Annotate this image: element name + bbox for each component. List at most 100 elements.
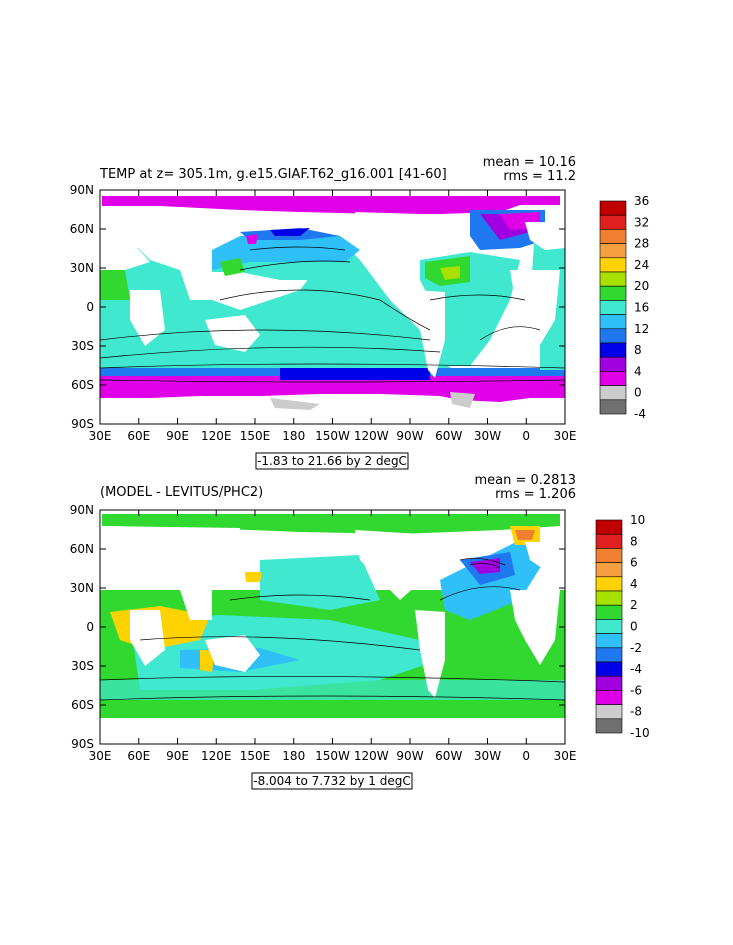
colorbar-label: -4 [630, 662, 642, 676]
colorbar-swatch [599, 229, 627, 244]
bottom-mean: mean = 0.2813 [474, 473, 576, 488]
top-title: TEMP at z= 305.1m, g.e15.GIAF.T62_g16.00… [99, 167, 447, 182]
colorbar-swatch [595, 548, 623, 563]
x-tick-label: 150E [240, 749, 271, 763]
colorbar-swatch [595, 619, 623, 634]
x-tick-label: 150W [315, 749, 350, 763]
x-tick-label: 180 [282, 429, 305, 443]
bottom-contour-box [251, 772, 413, 790]
colorbar-swatch [595, 604, 623, 620]
x-tick-label: 60W [435, 429, 462, 443]
x-tick-label: 60W [435, 749, 462, 763]
colorbar-swatch [595, 661, 623, 677]
colorbar-swatch [599, 342, 627, 358]
x-tick-label: 30E [554, 749, 577, 763]
x-tick-label: 120E [201, 749, 232, 763]
x-tick-label: 30E [554, 429, 577, 443]
colorbar-label: -6 [630, 683, 642, 697]
colorbar-label: -8 [630, 705, 642, 719]
colorbar-label: 36 [634, 194, 649, 208]
y-tick-label: 90N [70, 183, 94, 197]
y-tick-label: 0 [86, 300, 94, 314]
x-tick-label: 30W [474, 429, 501, 443]
colorbar-label: 4 [634, 364, 642, 378]
colorbar-swatch [599, 300, 627, 315]
x-tick-label: 60E [127, 749, 150, 763]
x-tick-label: 30E [89, 749, 112, 763]
colorbar-label: 2 [630, 598, 638, 612]
y-tick-label: 90S [71, 737, 94, 751]
colorbar-swatch [595, 633, 623, 649]
x-tick-label: 0 [522, 749, 530, 763]
y-tick-label: 90S [71, 417, 94, 431]
colorbar-label: 20 [634, 279, 649, 293]
y-tick-label: 60N [70, 542, 94, 556]
colorbar-swatch [595, 647, 623, 663]
colorbar-swatch [599, 271, 627, 287]
colorbar-swatch [599, 328, 627, 344]
y-tick-label: 90N [70, 503, 94, 517]
bottom-map [100, 510, 565, 744]
colorbar-label: 0 [634, 386, 642, 400]
top-contour-info: -1.83 to 21.66 by 2 degC [257, 454, 407, 468]
top-mean: mean = 10.16 [483, 155, 576, 170]
x-tick-label: 30E [89, 429, 112, 443]
colorbar-swatch [599, 356, 627, 372]
top-contour-box [255, 452, 409, 470]
colorbar-swatch [595, 590, 623, 606]
colorbar-swatch [595, 562, 623, 578]
y-tick-label: 0 [86, 620, 94, 634]
x-tick-label: 120E [201, 429, 232, 443]
bottom-contour-info: -8.004 to 7.732 by 1 degC [253, 774, 411, 788]
colorbar-swatch [595, 519, 623, 535]
colorbar-swatch [595, 690, 623, 705]
colorbar-swatch [595, 576, 623, 592]
colorbar-swatch [599, 314, 627, 330]
top-map [100, 190, 565, 424]
x-tick-label: 60E [127, 429, 150, 443]
y-tick-label: 30S [71, 339, 94, 353]
y-tick-label: 60S [71, 698, 94, 712]
colorbar-label: 6 [630, 556, 638, 570]
colorbar-label: 10 [630, 513, 645, 527]
x-tick-label: 90W [396, 749, 423, 763]
colorbar-swatch [599, 371, 627, 386]
colorbar-label: 4 [630, 577, 638, 591]
y-tick-label: 30S [71, 659, 94, 673]
colorbar-label: 8 [630, 534, 638, 548]
colorbar-label: 16 [634, 301, 649, 315]
x-tick-label: 120W [354, 429, 389, 443]
colorbar-swatch [599, 385, 627, 401]
x-tick-label: 90E [166, 749, 189, 763]
x-tick-label: 0 [522, 429, 530, 443]
x-tick-label: 120W [354, 749, 389, 763]
x-tick-label: 180 [282, 749, 305, 763]
colorbar-label: -2 [630, 641, 642, 655]
colorbar-label: 12 [634, 322, 649, 336]
colorbar-label: -4 [634, 407, 646, 421]
colorbar-swatch [595, 675, 623, 691]
y-tick-label: 30N [70, 261, 94, 275]
colorbar-label: 24 [634, 258, 649, 272]
colorbar-label: -10 [630, 726, 650, 740]
colorbar-swatch [599, 214, 627, 230]
colorbar-label: 32 [634, 215, 649, 229]
colorbar-swatch [599, 285, 627, 301]
y-tick-label: 60S [71, 378, 94, 392]
colorbar-swatch [599, 399, 627, 415]
colorbar-swatch [599, 243, 627, 259]
colorbar-swatch [595, 718, 623, 734]
colorbar-swatch [599, 257, 627, 273]
x-tick-label: 150E [240, 429, 271, 443]
x-tick-label: 90E [166, 429, 189, 443]
colorbar-swatch [595, 533, 623, 549]
bottom-title: (MODEL - LEVITUS/PHC2) [100, 485, 263, 500]
y-tick-label: 30N [70, 581, 94, 595]
top-rms: rms = 11.2 [503, 169, 576, 184]
x-tick-label: 30W [474, 749, 501, 763]
colorbar-label: 28 [634, 237, 649, 251]
x-tick-label: 90W [396, 429, 423, 443]
x-tick-label: 150W [315, 429, 350, 443]
colorbar-swatch [595, 704, 623, 720]
